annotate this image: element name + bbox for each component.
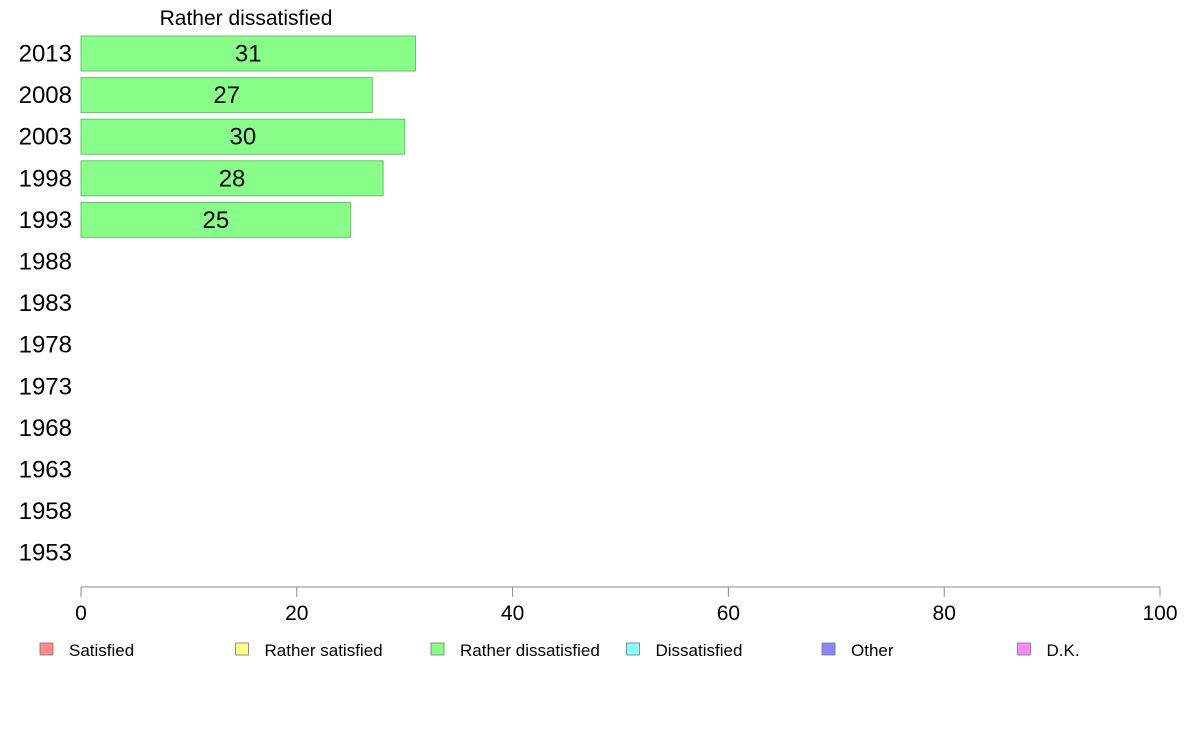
x-tick-label: 60 [717, 602, 740, 625]
bar-value-label: 30 [229, 124, 256, 151]
x-tick-label: 100 [1142, 602, 1177, 625]
bars-group: 31 27 30 28 25 [80, 35, 416, 238]
legend-label: D.K. [1047, 641, 1080, 660]
x-axis: 0 20 40 60 80 100 [75, 586, 1178, 625]
bar-value-label: 25 [203, 207, 230, 234]
legend-swatch [821, 642, 836, 656]
legend-label: Rather dissatisfied [460, 641, 600, 660]
x-tick-label: 20 [285, 602, 308, 625]
bar [80, 77, 373, 114]
chart-title: Rather dissatisfied [160, 7, 333, 30]
legend-label: Rather satisfied [265, 641, 383, 660]
legend-swatch [1017, 642, 1031, 656]
bar [80, 160, 384, 197]
bar-value-label: 31 [235, 41, 262, 68]
y-tick-label: 2013 [19, 41, 72, 68]
legend-swatch [235, 642, 249, 656]
bar-value-label: 27 [213, 82, 240, 109]
legend-swatch [626, 642, 640, 656]
x-tick-label: 40 [501, 602, 524, 625]
bar [80, 201, 352, 238]
legend-label: Other [851, 641, 894, 660]
y-tick-label: 1998 [19, 165, 72, 192]
x-tick-label: 80 [933, 602, 956, 625]
y-tick-label: 1993 [19, 207, 72, 234]
y-tick-label: 1988 [19, 249, 72, 276]
y-tick-label: 2003 [19, 124, 72, 151]
legend-swatch [430, 642, 445, 656]
legend-label: Satisfied [69, 641, 134, 660]
legend-label: Dissatisfied [656, 641, 743, 660]
y-tick-label: 1953 [19, 540, 72, 567]
y-tick-label: 2008 [19, 82, 72, 109]
bar [80, 118, 406, 155]
x-tick-label: 0 [75, 602, 87, 625]
legend: Satisfied Rather satisfied Rather dissatis… [39, 641, 1080, 660]
y-tick-label: 1963 [19, 457, 72, 484]
bar-value-label: 28 [219, 165, 246, 192]
y-tick-label: 1983 [19, 290, 72, 317]
y-axis-labels: 2013 2008 2003 1998 1993 1988 1983 1978 1973 1968… [19, 41, 72, 567]
bar [80, 35, 416, 72]
y-tick-label: 1958 [19, 498, 72, 525]
y-tick-label: 1978 [19, 332, 72, 359]
y-tick-label: 1973 [19, 373, 72, 400]
legend-swatch [39, 642, 54, 656]
y-tick-label: 1968 [19, 415, 72, 442]
